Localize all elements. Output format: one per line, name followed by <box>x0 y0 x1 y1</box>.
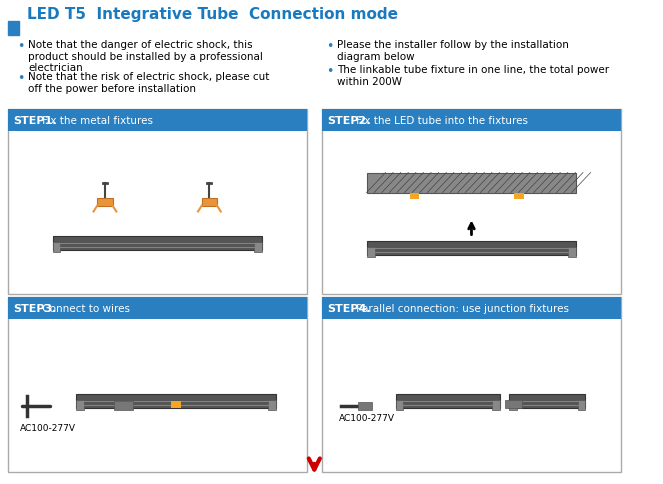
Bar <box>7 22 19 36</box>
Text: Connect to wires: Connect to wires <box>39 303 130 313</box>
Bar <box>396 400 403 409</box>
Text: •: • <box>17 72 25 85</box>
Text: STEP2.: STEP2. <box>328 116 371 126</box>
Text: •: • <box>326 65 333 78</box>
Bar <box>367 241 576 255</box>
Bar <box>410 193 419 199</box>
Bar <box>322 297 621 472</box>
Bar <box>97 198 113 206</box>
Text: Please the installer follow by the installation
diagram below: Please the installer follow by the insta… <box>337 40 569 61</box>
Text: Fix the LED tube into the fixtures: Fix the LED tube into the fixtures <box>353 116 528 126</box>
Bar <box>115 401 133 409</box>
Bar <box>7 110 307 132</box>
Bar <box>514 193 524 199</box>
Text: •: • <box>326 40 333 53</box>
Text: •: • <box>17 40 25 53</box>
Bar <box>322 297 621 319</box>
Bar <box>269 400 276 409</box>
Bar <box>7 297 307 472</box>
Bar <box>367 173 576 193</box>
Bar <box>367 247 375 257</box>
Bar <box>7 110 307 294</box>
Bar <box>505 400 522 408</box>
Bar <box>7 297 307 319</box>
Bar <box>509 393 585 408</box>
Bar <box>578 400 585 409</box>
Text: STEP1.: STEP1. <box>13 116 57 126</box>
Bar <box>568 247 576 257</box>
Bar <box>322 110 621 132</box>
Text: The linkable tube fixture in one line, the total power
within 200W: The linkable tube fixture in one line, t… <box>337 65 609 87</box>
Text: Parallel connection: use junction fixtures: Parallel connection: use junction fixtur… <box>353 303 570 313</box>
Bar <box>76 393 276 408</box>
Bar <box>52 242 60 252</box>
Text: Note that the risk of electric shock, please cut
off the power before installati: Note that the risk of electric shock, pl… <box>29 72 270 93</box>
Bar <box>509 400 517 409</box>
Bar <box>172 401 181 408</box>
Text: STEP3.: STEP3. <box>13 303 56 313</box>
Bar <box>52 236 262 250</box>
Text: Fix the metal fixtures: Fix the metal fixtures <box>39 116 153 126</box>
Text: STEP4.: STEP4. <box>328 303 371 313</box>
Bar <box>254 242 262 252</box>
Text: Note that the danger of electric shock, this
product should be installed by a pr: Note that the danger of electric shock, … <box>29 40 263 73</box>
Text: AC100-277V: AC100-277V <box>20 423 76 432</box>
Bar <box>322 110 621 294</box>
Bar <box>202 198 217 206</box>
Bar <box>396 393 500 408</box>
Bar <box>76 400 84 409</box>
Bar <box>358 402 372 409</box>
Text: AC100-277V: AC100-277V <box>339 413 395 422</box>
Text: LED T5  Integrative Tube  Connection mode: LED T5 Integrative Tube Connection mode <box>27 6 398 21</box>
Bar <box>493 400 500 409</box>
